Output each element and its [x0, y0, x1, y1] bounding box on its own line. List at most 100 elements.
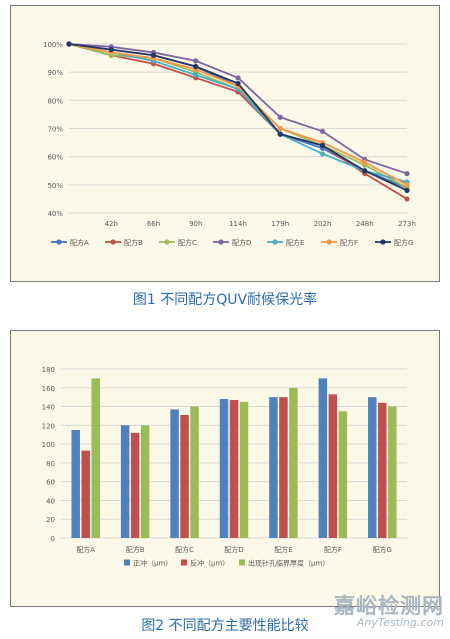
x-tick-label: 42h: [105, 220, 118, 228]
y-tick-label: 60: [46, 479, 55, 487]
legend-label: 反冲（μm）: [190, 559, 229, 568]
legend-marker: [56, 239, 62, 245]
bar: [239, 401, 249, 538]
data-point: [150, 52, 157, 58]
bar: [219, 399, 229, 538]
watermark-cn: 嘉峪检测网: [334, 594, 444, 618]
bar: [140, 425, 150, 538]
legend-marker: [218, 239, 224, 245]
x-tick-label: 配方G: [373, 545, 392, 554]
bar: [318, 378, 328, 538]
bar: [378, 402, 387, 538]
x-tick-label: 90h: [189, 220, 202, 228]
legend-marker: [164, 239, 170, 245]
y-tick-label: 60%: [47, 154, 63, 162]
legend-label: 正冲（μm）: [133, 559, 172, 568]
bar: [71, 430, 80, 538]
y-tick-label: 40: [46, 497, 55, 505]
legend-marker: [272, 239, 278, 245]
legend-label: 配方A: [70, 238, 89, 247]
x-tick-label: 179h: [271, 220, 289, 228]
data-point: [66, 41, 72, 47]
legend-marker: [110, 239, 116, 245]
data-point: [319, 142, 326, 148]
legend-label: 配方B: [124, 238, 143, 247]
bar: [279, 397, 288, 538]
bar: [338, 411, 348, 538]
x-tick-label: 配方E: [274, 545, 292, 554]
bar: [120, 425, 130, 538]
x-tick-label: 配方D: [224, 545, 243, 554]
bar: [289, 387, 298, 538]
bar: [130, 432, 140, 538]
bar: [328, 394, 338, 538]
data-point: [362, 168, 368, 174]
bar: [388, 406, 397, 538]
legend-label: 出现针孔临界厚度（μm）: [248, 559, 329, 568]
data-point: [235, 80, 241, 87]
legend-swatch: [181, 559, 187, 566]
legend-swatch: [124, 559, 130, 566]
y-tick-label: 140: [42, 404, 55, 412]
y-tick-label: 70%: [47, 126, 63, 134]
watermark: 嘉峪检测网 AnyTesting.com: [318, 590, 448, 636]
bar: [368, 397, 377, 538]
data-point: [404, 196, 410, 202]
line-chart-panel: 40% 50% 60% 70% 80% 90% 100% 42h 66h 90h 114h 179h 2…: [10, 5, 440, 282]
y-tick-label: 80: [46, 460, 55, 468]
watermark-en: AnyTesting.com: [356, 616, 444, 629]
data-point: [193, 58, 199, 64]
x-tick-label: 66h: [147, 220, 160, 228]
figure1-caption: 图1 不同配方QUV耐候保光率: [132, 292, 318, 308]
bar: [81, 450, 90, 538]
x-tick-label: 248h: [356, 220, 374, 228]
x-tick-label: 114h: [229, 220, 247, 228]
bar: [91, 378, 100, 538]
x-tick-label: 配方A: [76, 545, 95, 554]
y-tick-label: 20: [46, 516, 55, 524]
bar-chart: 0 20 40 60 80 100 120 140 160 180 配方A 配方B 配方C 配方D 配方E 配…: [42, 366, 407, 568]
y-tick-label: 180: [42, 366, 55, 374]
legend-label: 配方D: [232, 238, 251, 247]
figure2-caption: 图2 不同配方主要性能比较: [141, 618, 309, 634]
data-point: [193, 63, 199, 70]
series-line: [68, 43, 408, 186]
bar: [229, 399, 239, 538]
data-point: [193, 72, 199, 78]
data-point: [108, 47, 114, 53]
x-tick-label: 273h: [398, 220, 416, 228]
x-tick-label: 配方C: [175, 545, 194, 554]
data-point: [404, 170, 410, 177]
y-tick-label: 40%: [47, 210, 63, 218]
data-point: [362, 159, 368, 165]
legend-marker: [380, 239, 386, 245]
x-tick-label: 配方F: [324, 545, 342, 554]
y-tick-label: 120: [42, 422, 55, 430]
legend-label: 配方F: [340, 238, 358, 247]
x-tick-label: 202h: [314, 220, 332, 228]
data-point: [319, 151, 326, 157]
legend-label: 配方E: [286, 238, 304, 247]
legend-label: 配方C: [178, 238, 197, 247]
data-point: [277, 131, 283, 137]
data-point: [404, 182, 410, 188]
line-chart: 40% 50% 60% 70% 80% 90% 100% 42h 66h 90h 114h 179h 2…: [43, 41, 416, 247]
legend-label: 配方G: [394, 238, 413, 247]
series-line: [68, 43, 408, 200]
legend-swatch: [239, 559, 245, 566]
x-tick-label: 配方B: [126, 545, 145, 554]
data-point: [235, 75, 241, 81]
y-tick-label: 80%: [47, 97, 63, 105]
y-tick-label: 0: [51, 535, 55, 543]
bar: [170, 409, 179, 538]
data-point: [277, 114, 283, 120]
y-tick-label: 160: [42, 385, 55, 393]
bar: [269, 397, 278, 538]
data-point: [319, 128, 326, 134]
y-tick-label: 100: [42, 441, 55, 449]
bar-chart-panel: 0 20 40 60 80 100 120 140 160 180 配方A 配方B 配方C 配方D 配方E 配…: [10, 330, 440, 607]
y-tick-label: 50%: [47, 182, 63, 190]
data-point: [277, 125, 283, 132]
series-line: [68, 43, 408, 175]
bar: [180, 415, 189, 538]
